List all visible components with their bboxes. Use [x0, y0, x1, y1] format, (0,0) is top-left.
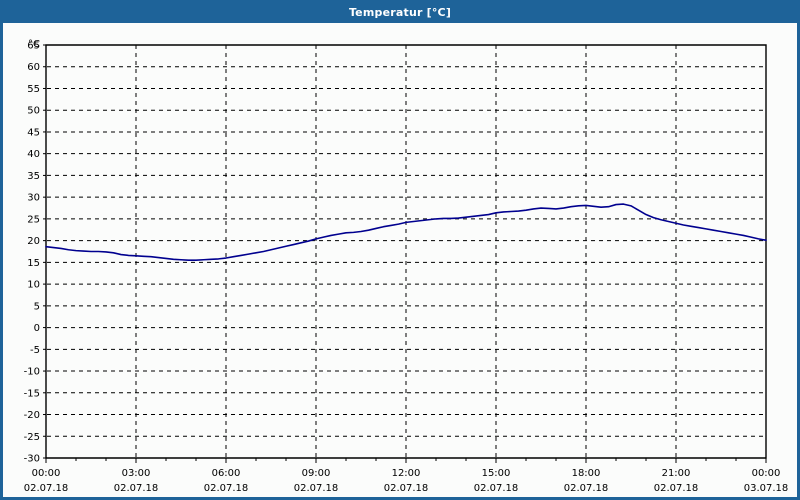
y-axis-tick-label: 0: [34, 323, 40, 334]
x-axis-time-label: 15:00: [482, 468, 511, 479]
x-axis-date-label: 02.07.18: [114, 483, 159, 494]
y-axis-tick-label: -20: [24, 410, 40, 421]
chart-canvas: 65 60 55 50 45 40 35 30 25 20 15 10 5 0 -5 -10 -15 -20 -25…: [3, 23, 797, 497]
y-axis-unit-label: °C: [28, 39, 40, 50]
y-axis-tick-label: 45: [27, 127, 40, 138]
x-axis-time-label: 12:00: [392, 468, 421, 479]
y-axis-tick-label: 50: [27, 106, 40, 117]
y-axis-tick-label: 65: [27, 41, 40, 52]
gridlines: [47, 44, 766, 458]
y-axis-tick-label: 30: [27, 193, 40, 204]
x-axis-date-label: 02.07.18: [564, 483, 609, 494]
y-axis-tick-label: 55: [27, 84, 40, 95]
y-axis-tick-label: 25: [27, 214, 40, 225]
x-axis-time-label: 00:00: [752, 468, 781, 479]
x-axis-time-label: 18:00: [572, 468, 601, 479]
x-axis-date-label: 02.07.18: [654, 483, 699, 494]
x-axis-date-label: 02.07.18: [384, 483, 429, 494]
y-axis-labels: 65605550454035302520151050-5-10-15-20-25…: [24, 41, 40, 465]
x-axis-time-label: 03:00: [122, 468, 151, 479]
temperature-line-chart: 65605550454035302520151050-5-10-15-20-25…: [3, 23, 797, 497]
x-axis-date-label: 03.07.18: [744, 483, 789, 494]
axis-lines: [45, 44, 767, 459]
page-title: Temperatur [°C]: [348, 6, 452, 19]
window-title-bar: Temperatur [°C]: [3, 3, 797, 23]
x-axis-time-label: 00:00: [32, 468, 61, 479]
y-axis-tick-label: 15: [27, 258, 40, 269]
plot-background: [3, 23, 797, 497]
x-axis-labels: 00:00 02.07.18 03:00 02.07.18 06:00 02.07.18 0…: [24, 468, 789, 494]
y-axis-tick-label: 60: [27, 62, 40, 73]
x-axis-time-label: 09:00: [302, 468, 331, 479]
y-axis-tick-label: 40: [27, 149, 40, 160]
y-axis-tick-label: 35: [27, 171, 40, 182]
y-axis-tick-label: -15: [24, 388, 40, 399]
temperature-series-line: [45, 203, 767, 261]
x-axis-date-label: 02.07.18: [24, 483, 69, 494]
x-axis-time-label: 06:00: [212, 468, 241, 479]
y-axis-tick-label: -5: [30, 345, 40, 356]
y-axis-tick-label: -10: [24, 367, 40, 378]
y-axis-tick-label: -25: [24, 432, 40, 443]
x-axis-date-label: 02.07.18: [204, 483, 249, 494]
x-axis-date-label: 02.07.18: [294, 483, 339, 494]
x-axis-date-label: 02.07.18: [474, 483, 519, 494]
y-axis-tick-label: 20: [27, 236, 40, 247]
y-axis-tick-label: -30: [24, 454, 40, 465]
y-axis-tick-label: 5: [34, 301, 40, 312]
y-axis-tick-label: 10: [27, 280, 40, 291]
x-axis-time-label: 21:00: [662, 468, 691, 479]
